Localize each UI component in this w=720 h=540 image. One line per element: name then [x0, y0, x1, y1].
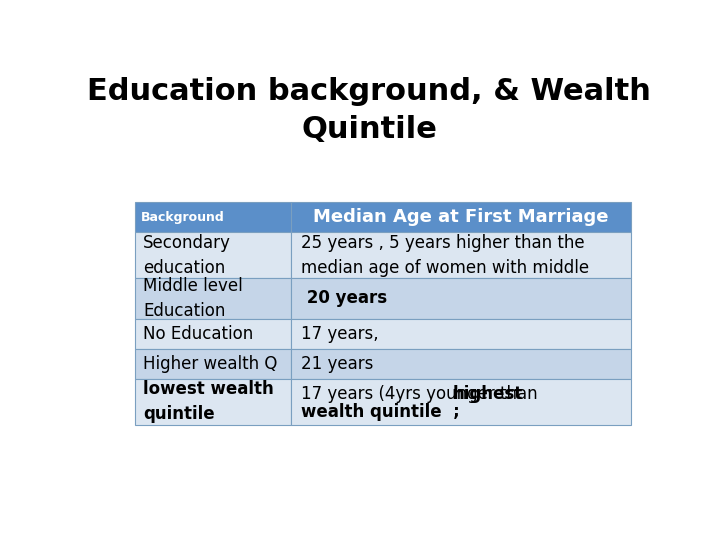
Text: No Education: No Education — [143, 325, 253, 343]
Bar — [291, 232, 631, 278]
Bar — [291, 202, 631, 232]
Bar — [291, 349, 631, 379]
Text: Middle level
Education: Middle level Education — [143, 277, 243, 320]
Bar — [291, 278, 631, 319]
Bar — [135, 379, 291, 424]
Bar — [135, 278, 291, 319]
Bar — [135, 232, 291, 278]
Bar — [135, 202, 291, 232]
Text: highest: highest — [453, 384, 523, 402]
Text: Background: Background — [141, 211, 225, 224]
Text: wealth quintile  ;: wealth quintile ; — [301, 403, 460, 421]
Text: Higher wealth Q: Higher wealth Q — [143, 355, 277, 373]
Text: 17 years,: 17 years, — [301, 325, 379, 343]
Bar — [135, 319, 291, 349]
Text: 25 years , 5 years higher than the
median age of women with middle: 25 years , 5 years higher than the media… — [301, 234, 589, 276]
Text: lowest wealth
quintile: lowest wealth quintile — [143, 380, 274, 423]
Text: Median Age at First Marriage: Median Age at First Marriage — [313, 208, 609, 226]
Text: Secondary
education: Secondary education — [143, 234, 231, 276]
Text: 21 years: 21 years — [301, 355, 374, 373]
Text: 20 years: 20 years — [301, 289, 387, 307]
Text: 17 years (4yrs younger than: 17 years (4yrs younger than — [301, 384, 543, 402]
Bar — [291, 379, 631, 424]
Text: Education background, & Wealth
Quintile: Education background, & Wealth Quintile — [87, 77, 651, 145]
Bar — [291, 319, 631, 349]
Bar — [135, 349, 291, 379]
